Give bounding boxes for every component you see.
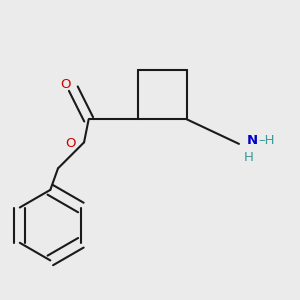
Text: –H: –H: [258, 134, 275, 147]
Text: H: H: [244, 151, 254, 164]
Text: O: O: [60, 78, 71, 91]
Text: O: O: [65, 137, 76, 150]
Text: N: N: [247, 134, 258, 147]
